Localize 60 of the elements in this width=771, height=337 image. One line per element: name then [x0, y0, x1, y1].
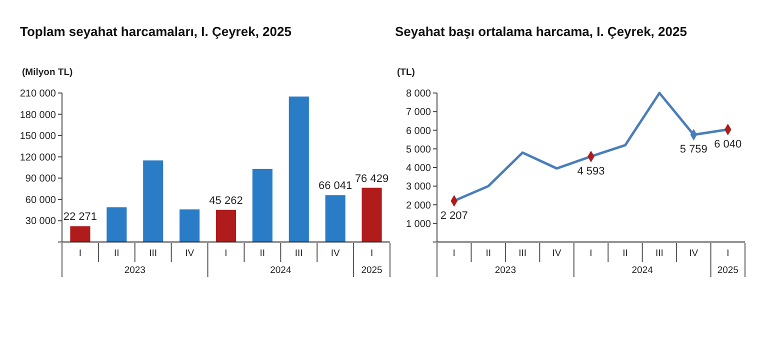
- x-tick-label: IV: [689, 248, 699, 259]
- bar: [252, 168, 272, 242]
- x-tick-label: I: [590, 248, 592, 259]
- data-label: 2 207: [440, 210, 468, 222]
- data-label: 76 429: [354, 172, 389, 185]
- x-tick-label: I: [224, 248, 228, 259]
- text: 2023: [494, 265, 516, 276]
- data-label: 45 262: [209, 194, 243, 207]
- x-tick-label: III: [294, 248, 303, 259]
- y-tick-label: 4 000: [406, 163, 432, 174]
- chart-title: Seyahat başı ortalama harcama, I. Çeyrek, 2025: [395, 24, 687, 39]
- y-tick-label: 210 000: [20, 88, 56, 100]
- data-label: 4 593: [577, 165, 605, 178]
- bar: [143, 160, 164, 242]
- text: 2024: [632, 265, 653, 276]
- bar: [180, 209, 200, 242]
- x-tick-label: II: [260, 248, 266, 259]
- x-tick-label: III: [149, 248, 158, 259]
- y-axis-title: (TL): [397, 67, 415, 78]
- x-tick-label: IV: [330, 248, 340, 259]
- text: 2024: [270, 265, 292, 276]
- bar: [325, 195, 346, 242]
- bar: [216, 210, 236, 242]
- y-tick-label: 30 000: [25, 216, 56, 228]
- bar: [288, 96, 309, 242]
- x-tick-label: I: [78, 248, 82, 259]
- y-tick-label: 8 000: [406, 88, 432, 100]
- x-tick-label: II: [114, 248, 120, 259]
- y-tick-label: 6 000: [406, 126, 432, 137]
- x-tick-label: IV: [185, 248, 195, 259]
- y-tick-label: 180 000: [20, 110, 56, 121]
- chart-title: Toplam seyahat harcamaları, I. Çeyrek, 2025: [20, 24, 292, 39]
- data-label: 66 041: [318, 180, 352, 192]
- x-tick-label: III: [518, 248, 527, 259]
- text: 2025: [361, 265, 382, 276]
- bar: [106, 207, 127, 242]
- y-tick-label: 7 000: [406, 107, 432, 118]
- x-tick-label: I: [452, 248, 456, 259]
- y-tick-label: 3 000: [406, 182, 432, 193]
- x-tick-label: IV: [552, 248, 562, 259]
- y-tick-label: 1 000: [406, 218, 432, 230]
- x-tick-label: I: [370, 248, 374, 259]
- text: 2025: [717, 265, 738, 276]
- data-label: 5 759: [680, 144, 708, 156]
- y-axis-title: (Milyon TL): [22, 67, 73, 78]
- x-tick-label: II: [486, 248, 491, 259]
- y-tick-label: 150 000: [20, 131, 56, 142]
- y-tick-label: 120 000: [20, 152, 56, 164]
- bar: [362, 188, 382, 242]
- y-tick-label: 90 000: [25, 174, 56, 185]
- bar: [70, 226, 90, 242]
- y-tick-label: 2 000: [406, 200, 432, 212]
- text: 2023: [124, 265, 146, 276]
- y-tick-label: 60 000: [25, 194, 56, 206]
- data-label: 22 271: [63, 211, 98, 224]
- y-tick-label: 5 000: [406, 144, 432, 156]
- x-tick-label: III: [655, 248, 664, 259]
- x-tick-label: II: [622, 248, 628, 259]
- x-tick-label: I: [726, 248, 730, 259]
- data-label: 6 040: [714, 138, 742, 151]
